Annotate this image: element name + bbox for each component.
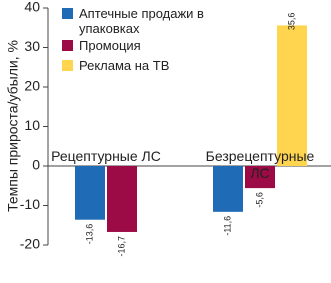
bar — [245, 166, 275, 189]
legend-item: Реклама на ТВ — [62, 58, 229, 73]
y-tick-label: 20 — [24, 78, 40, 94]
legend-item: Промоция — [62, 38, 229, 53]
legend-swatch — [62, 60, 73, 71]
value-label: 35,6 — [286, 13, 296, 31]
y-axis-label: Темпы прироста/убыли, % — [5, 40, 21, 212]
category-label: Рецептурные ЛС — [51, 148, 161, 164]
y-tick-label: -20 — [20, 236, 40, 252]
legend-item: Аптечные продажи в упаковках — [62, 6, 229, 36]
legend-text: Аптечные продажи в упаковках — [79, 6, 204, 36]
bar — [75, 166, 105, 220]
bar — [107, 166, 137, 232]
bar — [277, 25, 307, 166]
legend-swatch — [62, 40, 73, 51]
category-label: Безрецептурные ЛС — [205, 148, 315, 181]
y-tick-label: -10 — [20, 196, 40, 212]
value-label: -11,6 — [222, 216, 232, 236]
y-tick-label: 30 — [24, 38, 40, 54]
value-label: -16,7 — [116, 236, 126, 257]
y-tick-label: 40 — [24, 0, 40, 15]
legend-text: Реклама на ТВ — [79, 58, 170, 73]
value-label: -13,6 — [84, 224, 94, 245]
y-tick-label: 10 — [24, 117, 40, 133]
legend-swatch — [62, 8, 73, 19]
bar — [213, 166, 243, 212]
value-label: -5,6 — [254, 192, 264, 208]
legend-text: Промоция — [79, 38, 141, 53]
y-tick-label: 0 — [32, 157, 40, 173]
